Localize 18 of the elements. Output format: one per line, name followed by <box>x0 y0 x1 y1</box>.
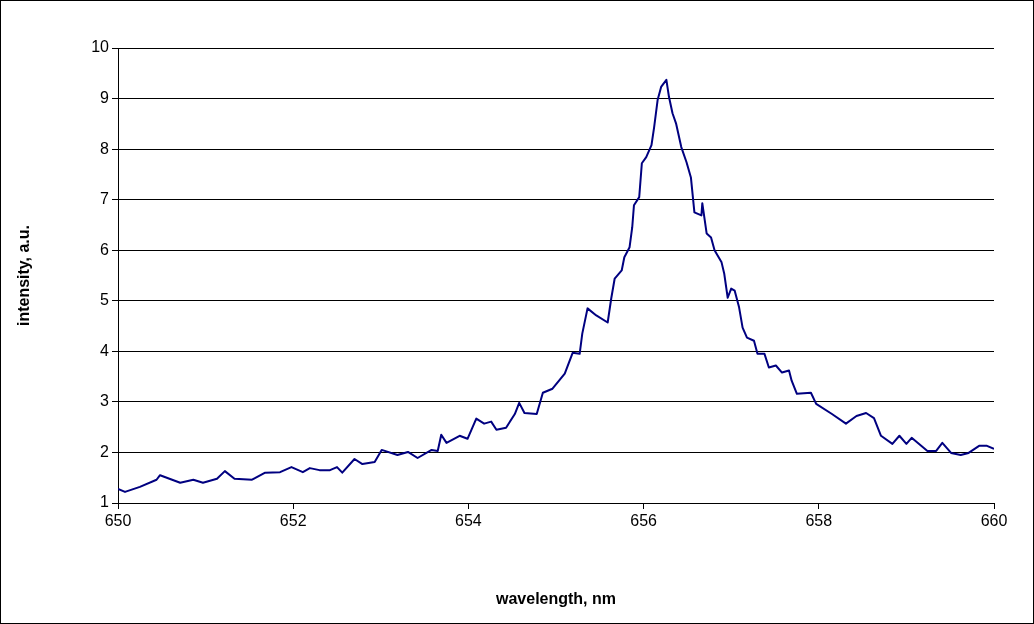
y-axis-title: intensity, a.u. <box>15 224 33 327</box>
x-tick-label: 654 <box>455 512 482 530</box>
y-tick-label: 1 <box>100 493 110 511</box>
y-tick-label: 5 <box>100 291 110 309</box>
x-axis-title: wavelength, nm <box>494 589 617 607</box>
x-tick-label: 652 <box>279 512 307 530</box>
y-tick-label: 6 <box>100 240 110 258</box>
y-tick-label: 8 <box>100 139 110 157</box>
x-tick-label: 658 <box>805 512 833 530</box>
y-tick-label: 9 <box>100 88 110 106</box>
y-tick-label: 4 <box>100 341 110 359</box>
y-tick-label: 10 <box>91 38 110 56</box>
y-tick-label: 2 <box>100 442 110 460</box>
x-tick-label: 650 <box>104 512 132 530</box>
y-tick-label: 7 <box>100 190 110 208</box>
x-tick-label: 656 <box>630 512 658 530</box>
y-tick-label: 3 <box>100 392 110 410</box>
x-tick-label: 660 <box>980 512 1008 530</box>
